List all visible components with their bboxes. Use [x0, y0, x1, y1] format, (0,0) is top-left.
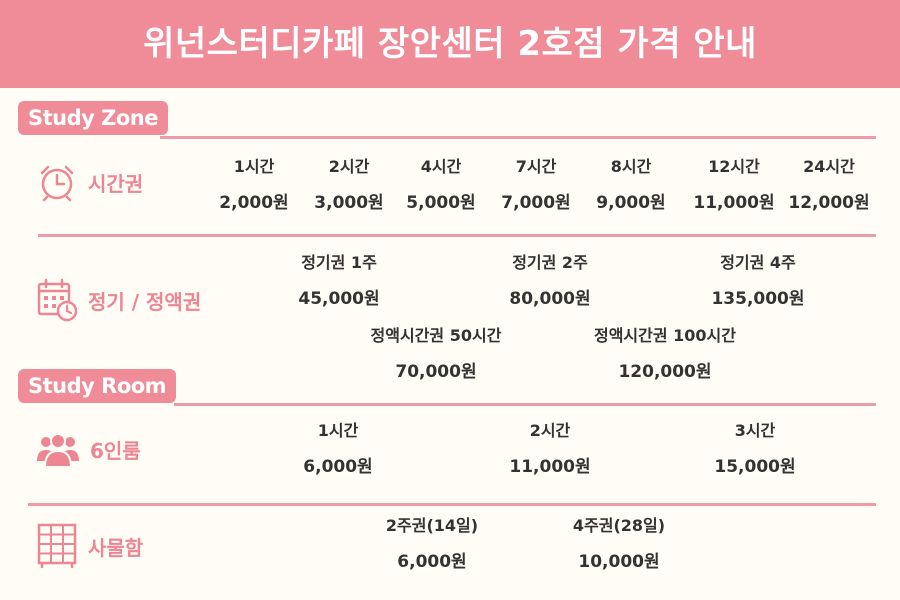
price-item: 정액시간권 100시간 120,000원: [593, 326, 737, 382]
category-label: 6인룸: [90, 438, 141, 463]
divider: [28, 503, 876, 506]
price-item: 2시간 3,000원: [314, 157, 384, 213]
divider: [160, 136, 876, 139]
category-label: 시간권: [88, 171, 144, 196]
category-room6: 6인룸: [36, 429, 141, 469]
price-item: 정액시간권 50시간 70,000원: [370, 326, 502, 382]
category-time-pass: 시간권: [36, 162, 143, 202]
price-item: 12시간 11,000원: [693, 157, 775, 213]
category-label: 사물함: [88, 535, 144, 560]
price-item: 정기권 1주 45,000원: [298, 253, 380, 309]
study-room-tag: Study Room: [18, 369, 177, 403]
group-people-icon: [37, 433, 79, 468]
price-item: 2주권(14일) 6,000원: [385, 516, 479, 572]
calendar-clock-icon: [37, 278, 78, 322]
price-item: 정기권 2주 80,000원: [509, 253, 591, 309]
price-item: 7시간 7,000원: [501, 157, 571, 213]
price-item: 24시간 12,000원: [788, 157, 870, 213]
divider: [38, 234, 876, 237]
price-item: 3시간 15,000원: [714, 421, 796, 477]
category-label: 정기 / 정액권: [88, 289, 202, 314]
price-item: 정기권 4주 135,000원: [711, 253, 805, 309]
alarm-clock-icon: [40, 165, 74, 202]
price-item: 8시간 9,000원: [596, 157, 666, 213]
price-item: 1시간 2,000원: [219, 157, 289, 213]
divider: [174, 403, 876, 406]
price-item: 4시간 5,000원: [406, 157, 476, 213]
locker-icon: [37, 523, 77, 568]
price-item: 4주권(28일) 10,000원: [572, 516, 666, 572]
study-zone-tag: Study Zone: [18, 101, 168, 135]
category-locker: 사물함: [36, 523, 143, 569]
price-item: 2시간 11,000원: [509, 421, 591, 477]
price-item: 1시간 6,000원: [303, 421, 373, 477]
page-title: 위넌스터디카페 장안센터 2호점 가격 안내: [0, 0, 900, 88]
category-period-pass: 정기 / 정액권: [36, 278, 201, 322]
